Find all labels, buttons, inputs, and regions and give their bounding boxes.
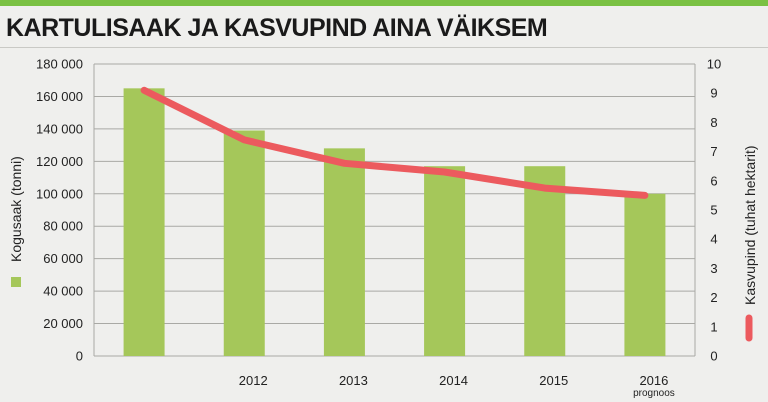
right-tick-label: 10 bbox=[707, 57, 721, 72]
right-tick-label: 9 bbox=[710, 86, 717, 101]
x-tick-label: 2014 bbox=[439, 373, 468, 388]
left-tick-label: 20 000 bbox=[43, 316, 83, 331]
right-tick-label: 0 bbox=[710, 349, 717, 364]
right-axis: 0 1 2 3 4 5 6 7 8 9 10 bbox=[707, 57, 721, 364]
right-tick-label: 1 bbox=[710, 319, 717, 334]
right-axis-title: Kasvupind (tuhat hektarit) bbox=[742, 145, 758, 305]
line-point bbox=[544, 187, 546, 189]
left-tick-label: 0 bbox=[76, 349, 83, 364]
left-tick-label: 160 000 bbox=[36, 89, 83, 104]
left-tick-label: 120 000 bbox=[36, 154, 83, 169]
right-tick-label: 7 bbox=[710, 144, 717, 159]
right-tick-label: 8 bbox=[710, 115, 717, 130]
left-tick-label: 100 000 bbox=[36, 186, 83, 201]
line-point bbox=[143, 89, 145, 91]
left-tick-label: 80 000 bbox=[43, 219, 83, 234]
x-tick-label: 2012 bbox=[239, 373, 268, 388]
bar bbox=[524, 166, 566, 356]
bar bbox=[424, 166, 466, 356]
right-tick-label: 4 bbox=[710, 232, 717, 247]
left-axis-title: Kogusaak (tonni) bbox=[8, 156, 24, 262]
left-axis-title-group: Kogusaak (tonni) bbox=[8, 156, 24, 287]
left-tick-label: 140 000 bbox=[36, 121, 83, 136]
bar bbox=[624, 193, 666, 356]
left-tick-label: 60 000 bbox=[43, 251, 83, 266]
line-series bbox=[140, 86, 649, 199]
bar bbox=[223, 130, 265, 356]
line-point bbox=[243, 139, 245, 141]
right-tick-label: 6 bbox=[710, 173, 717, 188]
left-tick-label: 180 000 bbox=[36, 57, 83, 72]
line-point bbox=[343, 162, 345, 164]
chart-title: KARTULISAAK JA KASVUPIND AINA VÄIKSEM bbox=[6, 14, 548, 42]
bar bbox=[323, 148, 365, 356]
line-path bbox=[140, 86, 649, 199]
right-tick-label: 5 bbox=[710, 203, 717, 218]
top-accent-bar bbox=[0, 0, 768, 6]
x-tick-label: 2016 bbox=[639, 373, 668, 388]
x-tick-sublabel: prognoos bbox=[633, 388, 675, 399]
title-divider bbox=[0, 47, 768, 48]
line-point bbox=[444, 171, 446, 173]
x-tick-label: 2013 bbox=[339, 373, 368, 388]
right-axis-title-group: Kasvupind (tuhat hektarit) bbox=[742, 145, 758, 342]
left-axis: 0 20 000 40 000 60 000 80 000 100 000 120 000 1… bbox=[36, 57, 83, 364]
left-tick-label: 40 000 bbox=[43, 284, 83, 299]
bar-legend-swatch bbox=[11, 277, 21, 287]
line-point bbox=[644, 194, 646, 196]
bar bbox=[123, 88, 165, 356]
bar-series bbox=[123, 88, 666, 356]
right-tick-label: 2 bbox=[710, 290, 717, 305]
right-tick-label: 3 bbox=[710, 261, 717, 276]
x-tick-label: 2015 bbox=[539, 373, 568, 388]
grid-lines bbox=[93, 63, 696, 357]
